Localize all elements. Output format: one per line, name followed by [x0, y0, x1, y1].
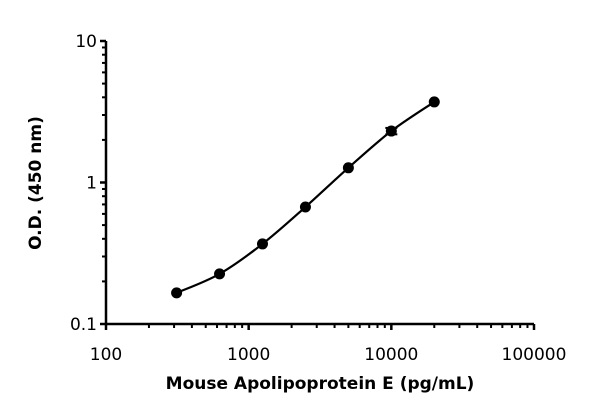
x-tick-label: 10000: [364, 345, 418, 365]
x-tick-label: 100000: [502, 345, 567, 365]
y-axis-title: O.D. (450 nm): [26, 116, 46, 250]
y-tick-label: 10: [75, 32, 97, 52]
data-points: [171, 96, 440, 299]
x-tick-label: 1000: [227, 345, 270, 365]
data-point-marker: [428, 96, 440, 108]
x-tick-label: 100: [90, 345, 122, 365]
tick-labels: 100 1000 10000 100000 0.1 1 10: [70, 32, 567, 365]
data-point-marker: [256, 238, 268, 250]
axes: [100, 39, 536, 330]
data-point-marker: [342, 162, 354, 174]
y-tick-label: 0.1: [70, 315, 97, 335]
data-point-marker: [171, 287, 183, 299]
data-point-marker: [385, 125, 397, 137]
y-tick-label: 1: [86, 174, 97, 194]
data-point-marker: [299, 201, 311, 213]
data-point-marker: [214, 268, 226, 280]
x-axis-title: Mouse Apolipoprotein E (pg/mL): [166, 374, 475, 394]
